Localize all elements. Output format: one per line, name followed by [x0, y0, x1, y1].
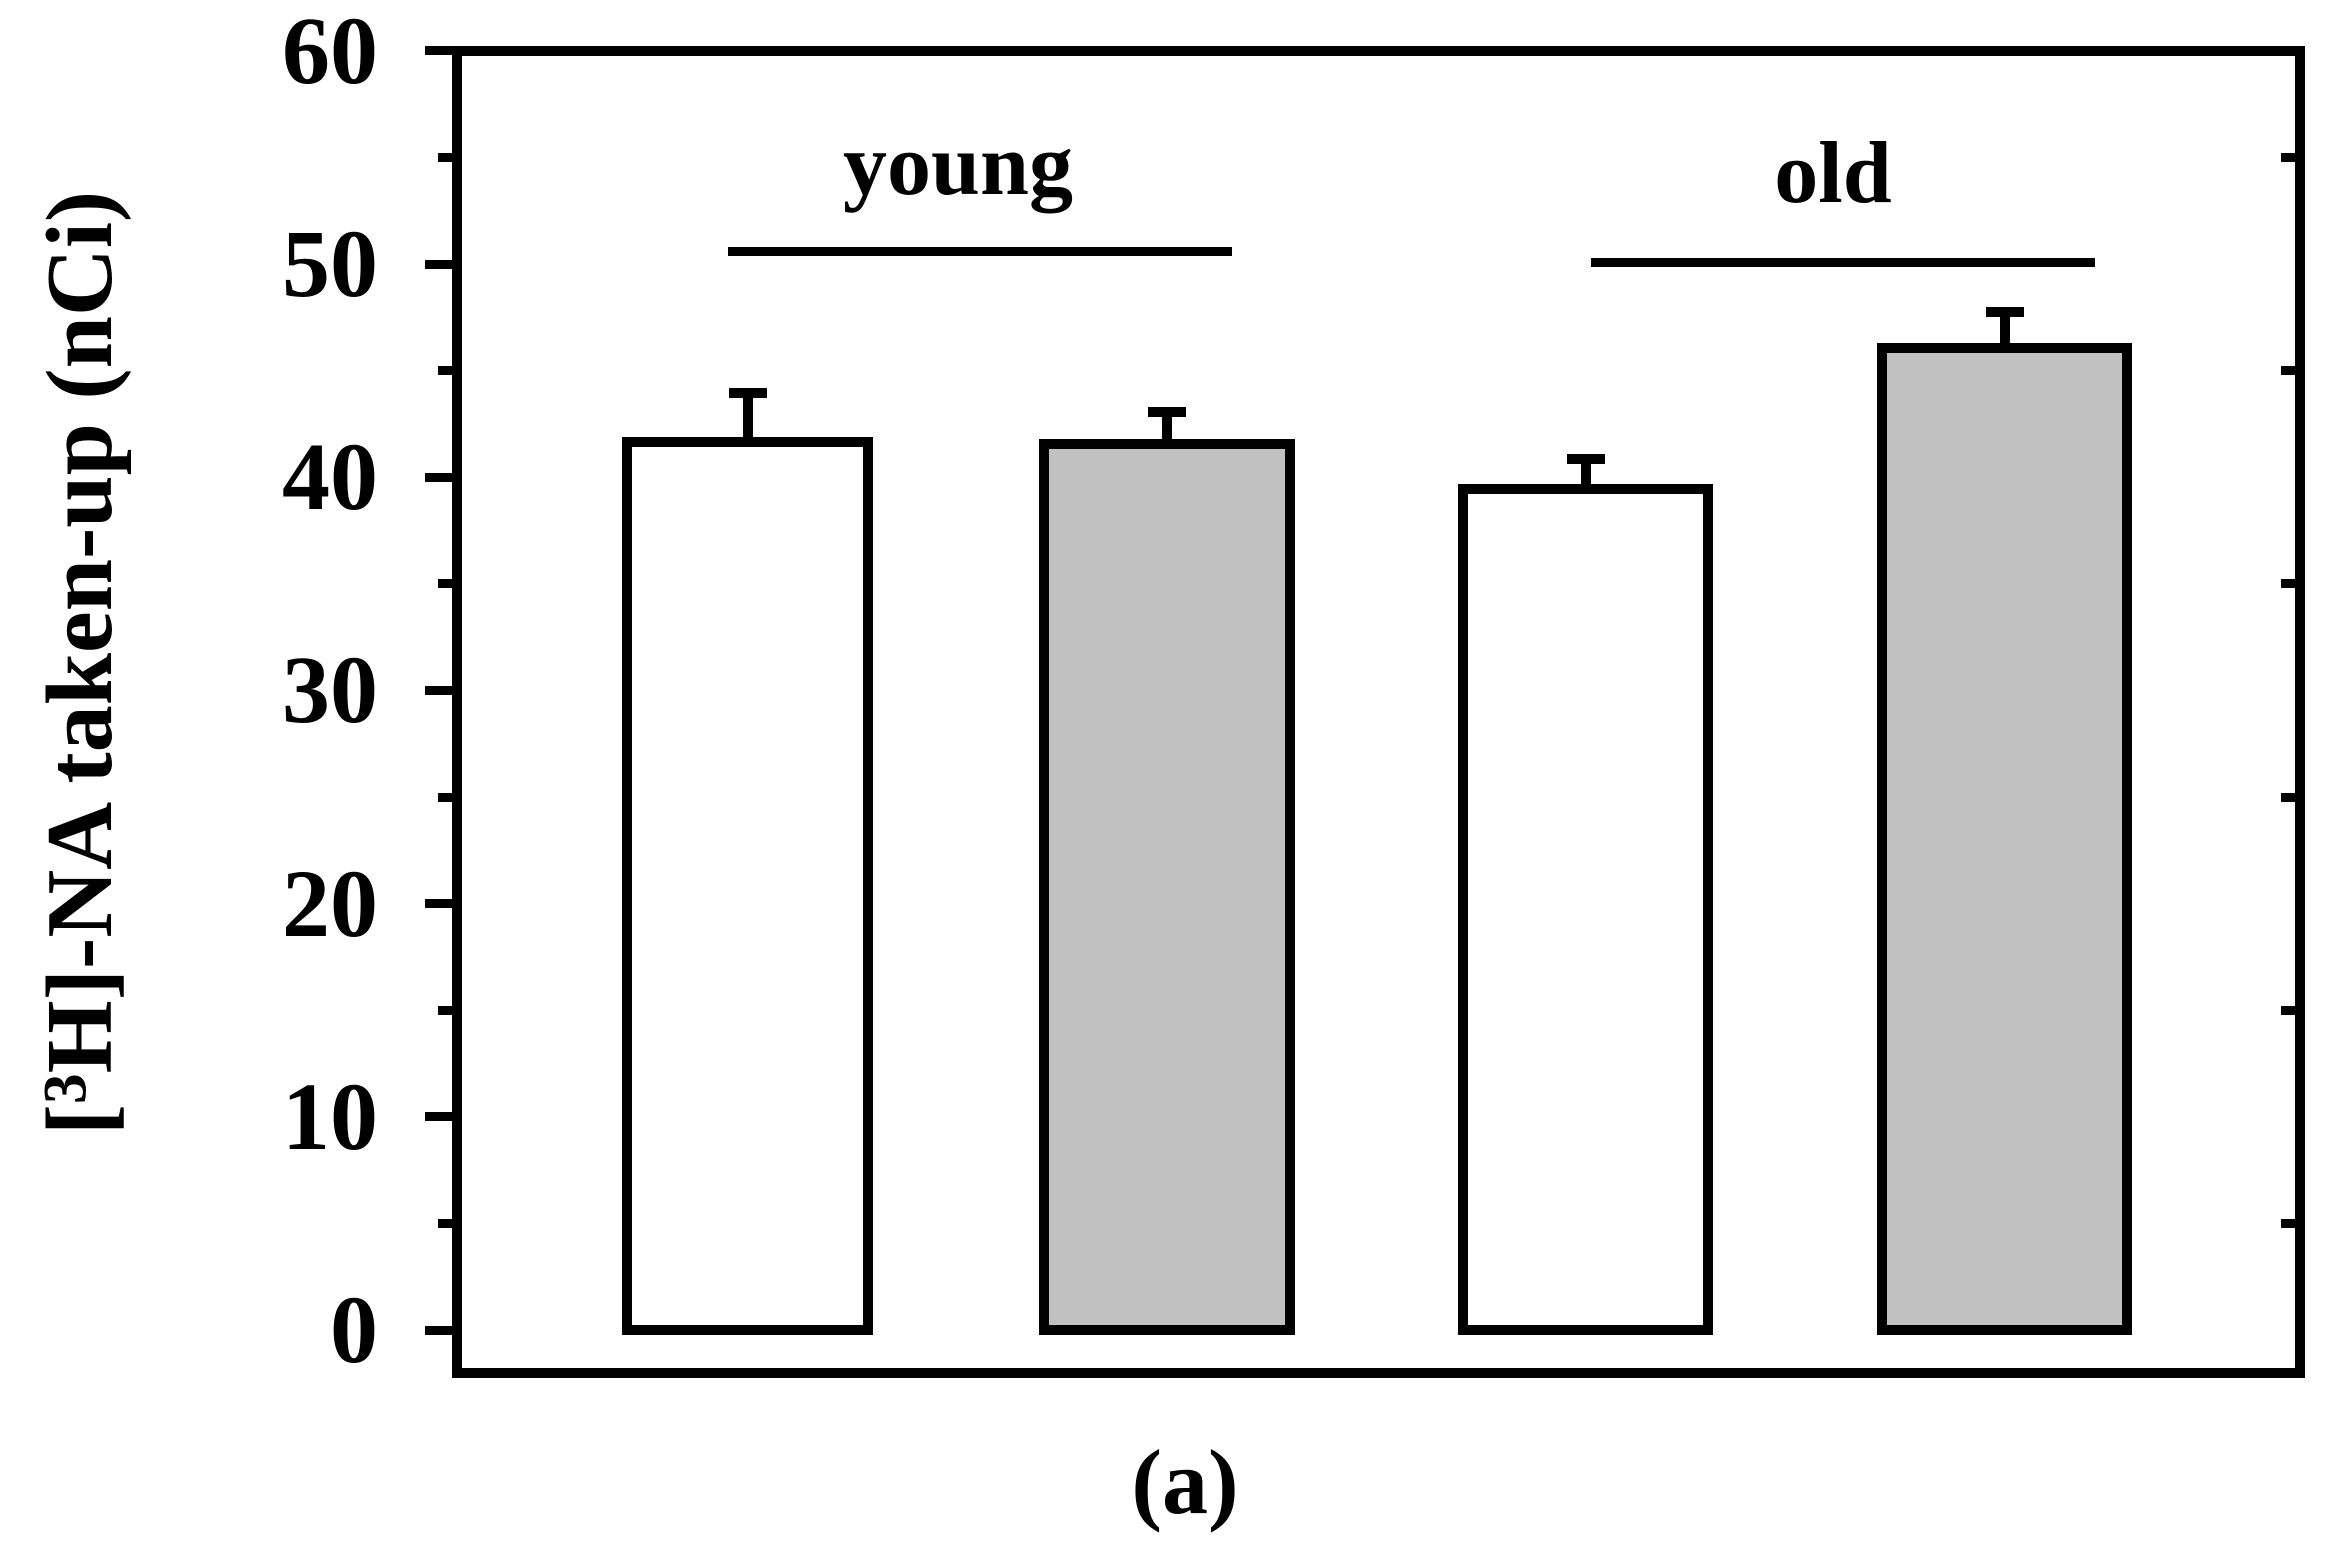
y-tick-label: 0	[330, 1276, 378, 1383]
y-axis-minor-tick-left	[438, 793, 462, 802]
y-axis-minor-tick-left	[438, 153, 462, 162]
y-axis-major-tick	[425, 1112, 462, 1121]
error-bar-cap	[1986, 307, 2024, 317]
y-axis-minor-tick-right	[2281, 1219, 2295, 1228]
error-bar-cap	[729, 388, 767, 398]
bar-young-gray	[1039, 439, 1295, 1335]
y-axis-minor-tick-left	[438, 366, 462, 375]
error-bar-cap	[1567, 454, 1605, 464]
error-bar-stem	[1581, 463, 1591, 485]
bar-young-white	[622, 437, 873, 1335]
y-axis-minor-tick-left	[438, 579, 462, 588]
group-label-young: young	[843, 117, 1073, 214]
figure-caption: (a)	[1131, 1431, 1239, 1533]
group-underline-old	[1591, 258, 2095, 267]
y-axis-minor-tick-right	[2281, 366, 2295, 375]
y-axis-major-tick	[425, 473, 462, 482]
y-axis-major-tick	[425, 1326, 462, 1335]
y-axis-major-tick	[425, 46, 462, 55]
y-axis-minor-tick-right	[2281, 153, 2295, 162]
y-axis-minor-tick-right	[2281, 1006, 2295, 1015]
y-tick-label: 30	[282, 636, 378, 743]
y-axis-minor-tick-left	[438, 1219, 462, 1228]
y-axis-minor-tick-left	[438, 1006, 462, 1015]
error-bar-stem	[1162, 416, 1172, 440]
error-bar-stem	[2000, 316, 2010, 344]
bar-old-gray	[1877, 343, 2132, 1335]
y-axis-minor-tick-right	[2281, 579, 2295, 588]
y-tick-label: 10	[282, 1063, 378, 1170]
y-axis-major-tick	[425, 260, 462, 269]
group-label-old: old	[1774, 125, 1892, 222]
y-tick-label: 60	[282, 0, 378, 104]
group-underline-young	[728, 247, 1232, 256]
y-axis-minor-tick-right	[2281, 793, 2295, 802]
y-axis-major-tick	[425, 686, 462, 695]
bar-old-white	[1458, 484, 1713, 1335]
y-axis-major-tick	[425, 899, 462, 908]
y-tick-label: 50	[282, 210, 378, 317]
error-bar-stem	[743, 397, 753, 438]
y-tick-label: 40	[282, 423, 378, 530]
y-tick-label: 20	[282, 850, 378, 957]
error-bar-cap	[1148, 407, 1186, 417]
